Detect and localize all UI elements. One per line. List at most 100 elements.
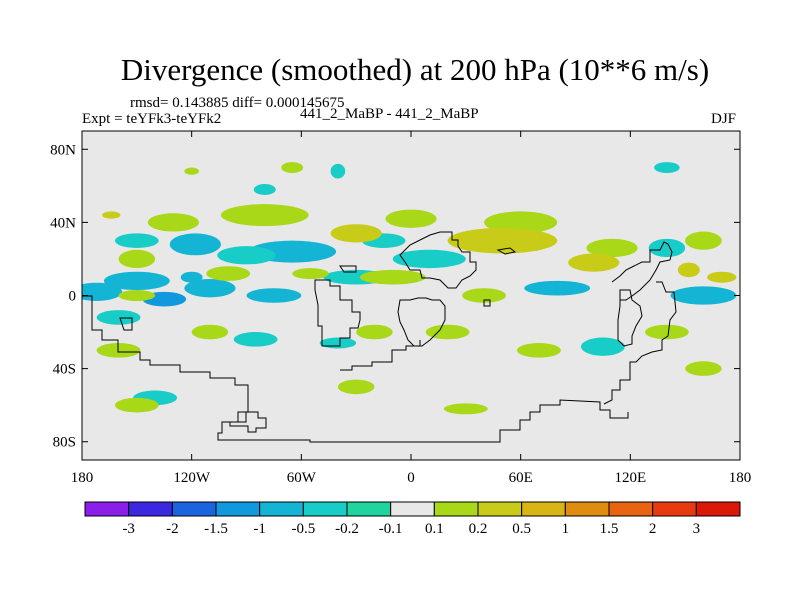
colorbar-swatch: [171, 501, 217, 517]
coastlines: [82, 231, 677, 443]
contour-blob-33: [586, 238, 638, 258]
x-tick-label: 180: [729, 470, 752, 486]
colorbar-label: 0.2: [469, 521, 488, 537]
colorbar-label: -2: [166, 521, 179, 537]
colorbar-swatch: [608, 501, 654, 517]
contour-blob-49: [114, 397, 159, 413]
contour-blob-22: [253, 184, 276, 195]
contour-blob-34: [685, 231, 722, 250]
y-tick-label: 80S: [53, 435, 76, 451]
contour-blob-20: [654, 162, 680, 174]
colorbar-label: -0.1: [379, 521, 403, 537]
colorbar-label: -1: [253, 521, 266, 537]
x-tick-label: 120W: [173, 470, 211, 486]
contour-blob-42: [425, 324, 470, 340]
contour-blob-28: [147, 213, 199, 232]
y-tick-label: 80N: [50, 142, 76, 158]
x-tick-label: 60E: [509, 470, 533, 486]
y-axis: 80N 40N 0 40S 80S: [50, 142, 740, 451]
contour-blob-13: [670, 286, 737, 305]
contour-blob-4: [246, 288, 302, 303]
colorbar-swatch: [84, 501, 130, 517]
contour-blob-10: [392, 249, 466, 269]
contour-blob-6: [169, 233, 221, 256]
colorbar-swatch: [564, 501, 610, 517]
contour-blob-21: [330, 163, 346, 179]
contour-blob-31: [385, 209, 437, 228]
case-label: 441_2_MaBP - 441_2_MaBP: [300, 106, 479, 122]
contour-blob-45: [191, 324, 229, 340]
plot-background: [82, 131, 740, 460]
contour-blob-44: [96, 343, 141, 358]
contour-blob-12: [524, 280, 591, 296]
contour-blob-47: [644, 324, 689, 340]
y-tick-label: 40S: [53, 362, 76, 378]
contour-blob-3: [184, 279, 236, 298]
contour-blob-40: [206, 266, 251, 281]
colorbar-swatch: [477, 501, 523, 517]
contour-blob-41: [292, 268, 329, 280]
colorbar-label: -1.5: [204, 521, 228, 537]
x-tick-label: 180: [71, 470, 94, 486]
colorbar-label: 1.5: [600, 521, 619, 537]
contour-blob-17: [233, 332, 278, 347]
contour-blob-16: [96, 310, 141, 325]
contour-blob-18: [319, 337, 357, 349]
colorbar-swatch: [695, 501, 741, 517]
contour-blob-52: [118, 290, 156, 301]
contour-blob-25: [281, 162, 304, 174]
contour-blob-46: [517, 343, 561, 358]
contour-blob-48: [685, 361, 722, 376]
contour-blob-43: [356, 324, 393, 340]
colorbar-label: -0.2: [335, 521, 359, 537]
contour-blob-36: [359, 269, 426, 285]
colorbar-label: 0.1: [425, 521, 444, 537]
colorbar: -3 -2 -1.5 -1 -0.5 -0.2 -0.1 0.1 0.2 0.5 1 1.5 2 3: [84, 501, 741, 537]
contour-blob-26: [184, 167, 199, 175]
season-label: DJF: [711, 111, 737, 127]
contour-blob-14: [648, 238, 686, 258]
colorbar-swatch: [433, 501, 479, 517]
chart-title: Divergence (smoothed) at 200 hPa (10**6 …: [120, 52, 710, 87]
contour-blob-53: [707, 271, 737, 283]
experiment-label: Expt = teYFk3-teYFk2: [82, 111, 222, 127]
rmsd-diff-stats: rmsd= 0.143885 diff= 0.000145675: [130, 95, 345, 111]
contour-blob-8: [217, 246, 276, 265]
colorbar-label: 2: [649, 521, 657, 537]
contour-blob-50: [443, 403, 488, 415]
contour-blob-23: [180, 271, 203, 283]
x-tick-label: 0: [407, 470, 415, 486]
contour-blob-15: [580, 337, 625, 356]
x-tick-label: 120E: [614, 470, 646, 486]
contour-blob-51: [337, 379, 375, 395]
contour-blob-1: [103, 271, 170, 291]
colorbar-swatch: [259, 501, 304, 517]
contour-blob-35: [677, 262, 700, 278]
x-axis: 180 120W 60W 0 60E 120E 180: [71, 131, 752, 486]
colorbar-label: 3: [693, 521, 701, 537]
colorbar-label: 0.5: [512, 521, 531, 537]
x-tick-label: 60W: [287, 470, 317, 486]
colorbar-swatch: [390, 501, 435, 517]
colorbar-swatch: [346, 501, 392, 517]
contour-blob-24: [102, 211, 121, 219]
y-tick-label: 40N: [50, 215, 76, 231]
contour-blob-30: [447, 227, 558, 254]
contour-blob-38: [568, 253, 620, 272]
colorbar-swatch: [128, 501, 173, 517]
colorbar-label: 1: [562, 521, 570, 537]
colorbar-swatch: [521, 501, 566, 517]
contour-blob-37: [462, 288, 507, 303]
colorbar-swatch: [652, 501, 697, 517]
colorbar-label: -3: [122, 521, 135, 537]
contour-blob-7: [114, 233, 159, 248]
contour-blob-39: [118, 249, 156, 269]
contour-blob-29: [484, 211, 558, 234]
contour-blob-32: [330, 224, 382, 243]
colorbar-swatch: [302, 501, 348, 517]
contour-blob-27: [220, 204, 309, 227]
colorbar-swatch: [215, 501, 261, 517]
colorbar-label: -0.5: [291, 521, 315, 537]
y-tick-label: 0: [69, 289, 77, 305]
